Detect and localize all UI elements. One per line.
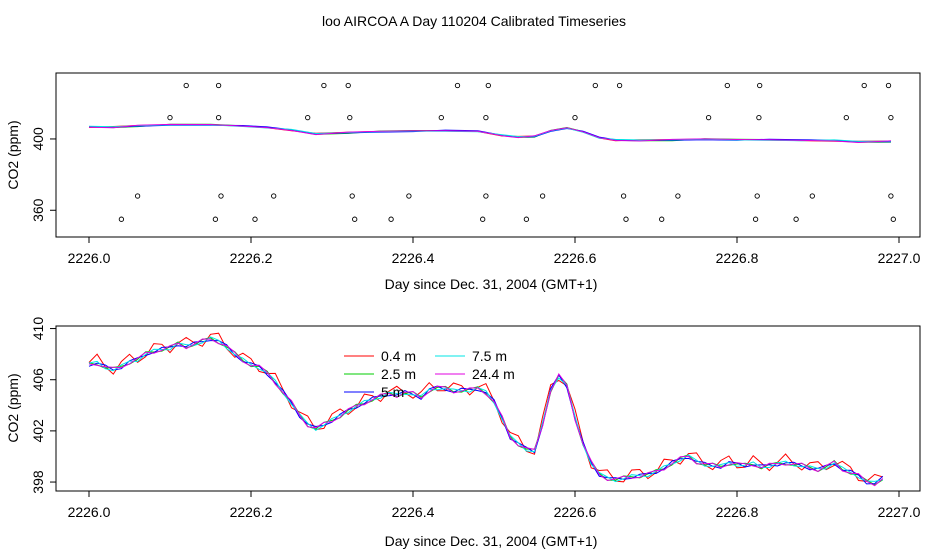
x-tick-label: 2226.0	[68, 504, 111, 520]
sample-point	[454, 82, 461, 89]
legend: 0.4 m 2.5 m 5 m 7.5 m 24.4 m	[344, 348, 515, 400]
sample-point	[592, 82, 598, 89]
y-axis-title-top: CO2 (ppm)	[5, 120, 21, 189]
sample-point	[167, 114, 173, 121]
sample-point	[539, 193, 546, 199]
sample-point	[480, 216, 486, 222]
sample-point	[757, 82, 763, 89]
ticks-top: 2226.0 2226.2 2226.4 2226.6 2226.8 2227.0 360 4…	[30, 127, 921, 266]
plot-frame-top	[55, 72, 921, 238]
sample-point	[623, 216, 629, 222]
x-axis-title-top: Day since Dec. 31, 2004 (GMT+1)	[385, 276, 598, 292]
x-axis-title-bottom: Day since Dec. 31, 2004 (GMT+1)	[385, 533, 598, 549]
x-tick-label: 2227.0	[878, 504, 921, 520]
sample-point	[215, 114, 222, 121]
sample-point	[572, 114, 578, 121]
sample-point	[705, 114, 712, 121]
sample-point	[215, 82, 222, 89]
sample-point	[345, 82, 351, 89]
sample-point	[271, 193, 277, 199]
sample-point	[252, 216, 258, 222]
sample-point	[483, 193, 489, 199]
sample-point	[438, 114, 444, 121]
sample-point	[485, 82, 491, 89]
sample-point	[809, 193, 815, 199]
series-line	[88, 336, 883, 483]
sample-point	[349, 193, 355, 199]
sample-point	[885, 82, 892, 89]
plot-frame-bottom	[55, 325, 921, 492]
sample-point	[675, 193, 681, 199]
x-tick-label: 2226.4	[392, 504, 435, 520]
sample-point	[890, 216, 896, 222]
y-tick-label: 398	[30, 470, 46, 494]
x-tick-label: 2226.6	[554, 250, 597, 266]
legend-label: 7.5 m	[472, 348, 507, 364]
sample-point	[321, 82, 327, 89]
sample-point	[388, 216, 394, 222]
x-tick-label: 2226.2	[230, 250, 273, 266]
sample-point	[843, 114, 849, 121]
legend-label: 24.4 m	[472, 366, 515, 382]
sample-point	[406, 193, 412, 199]
series-line	[88, 332, 883, 483]
figure-title: loo AIRCOA A Day 110204 Calibrated Times…	[322, 13, 626, 29]
sample-point	[218, 193, 224, 199]
sample-point	[888, 193, 894, 199]
sample-point	[756, 114, 762, 121]
sample-point	[483, 114, 489, 121]
sample-point	[523, 216, 530, 222]
series-line	[88, 338, 884, 487]
panel-top: 2226.0 2226.2 2226.4 2226.6 2226.8 2227.0 360 4…	[5, 72, 921, 292]
y-tick-label: 406	[30, 368, 46, 392]
ticks-bottom: 2226.0 2226.2 2226.4 2226.6 2226.8 2227.0 398 4…	[30, 317, 921, 520]
sample-point	[134, 193, 141, 199]
x-tick-label: 2226.2	[230, 504, 273, 520]
sample-point	[861, 82, 867, 89]
sample-point	[754, 193, 760, 199]
y-tick-label: 402	[30, 419, 46, 443]
series-bottom	[88, 332, 884, 487]
legend-label: 5 m	[381, 384, 404, 400]
sample-point	[352, 216, 358, 222]
legend-label: 2.5 m	[381, 366, 416, 382]
sample-point	[620, 193, 627, 199]
sample-point	[616, 82, 623, 89]
panel-bottom: 2226.0 2226.2 2226.4 2226.6 2226.8 2227.0 398 4…	[5, 317, 921, 549]
x-tick-label: 2227.0	[878, 250, 921, 266]
sample-point	[183, 82, 189, 89]
points-top	[118, 82, 896, 222]
sample-point	[305, 114, 311, 121]
x-tick-label: 2226.8	[716, 504, 759, 520]
y-tick-label: 400	[30, 127, 46, 151]
sample-point	[659, 216, 665, 222]
smoothed-series-top	[88, 123, 891, 144]
x-tick-label: 2226.0	[68, 250, 111, 266]
sample-point	[118, 216, 125, 222]
sample-point	[212, 216, 219, 222]
sample-point	[347, 114, 353, 121]
sample-point	[724, 82, 730, 89]
y-tick-label: 410	[30, 317, 46, 341]
y-tick-label: 360	[30, 198, 46, 222]
x-tick-label: 2226.6	[554, 504, 597, 520]
x-tick-label: 2226.8	[716, 250, 759, 266]
sample-point	[752, 216, 759, 222]
sample-point	[793, 216, 799, 222]
legend-label: 0.4 m	[381, 348, 416, 364]
x-tick-label: 2226.4	[392, 250, 435, 266]
series-line-top	[88, 123, 891, 144]
sample-point	[888, 114, 894, 121]
y-axis-title-bottom: CO2 (ppm)	[5, 373, 21, 442]
